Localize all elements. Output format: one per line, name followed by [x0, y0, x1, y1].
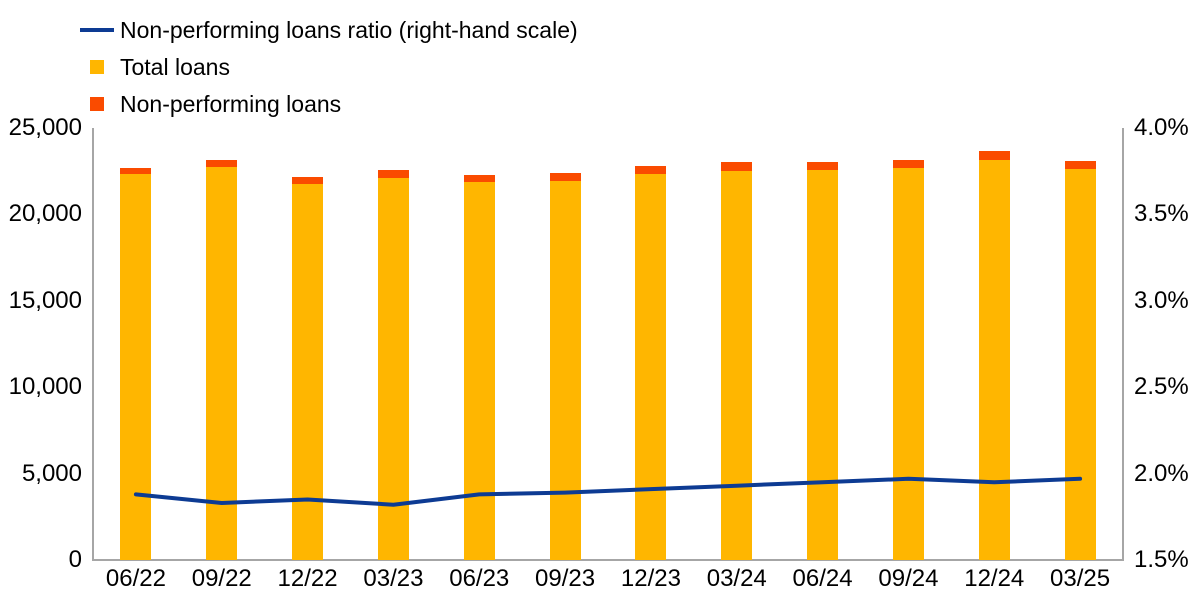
x-axis-line — [92, 559, 1124, 561]
bar-non-performing-loans — [292, 176, 324, 184]
legend-label-total-loans: Total loans — [120, 53, 230, 80]
bar-non-performing-loans — [377, 170, 409, 178]
x-axis-tick-label: 03/24 — [706, 565, 767, 592]
y-axis-line-right — [1122, 128, 1124, 561]
y-axis-right-tick-label: 2.0% — [1134, 459, 1189, 487]
line-swatch-icon — [80, 27, 114, 32]
bar-non-performing-loans — [1064, 161, 1096, 169]
y-axis-left-tick-label: 5,000 — [21, 459, 82, 487]
legend-label-non-performing-loans: Non-performing loans — [120, 90, 342, 117]
bar-non-performing-loans — [807, 162, 839, 170]
x-axis-tick-label: 09/22 — [191, 565, 252, 592]
square-swatch-icon — [80, 96, 114, 111]
y-axis-right-tick-label: 3.0% — [1134, 286, 1189, 314]
y-axis-right-tick-label: 3.5% — [1134, 200, 1189, 228]
bar-total-loans — [463, 182, 495, 560]
x-axis-tick-label: 03/25 — [1050, 565, 1111, 592]
y-axis-right-tick-label: 1.5% — [1134, 546, 1189, 573]
legend-label-npl-ratio: Non-performing loans ratio (right-hand s… — [120, 16, 578, 43]
y-axis-left-tick-label: 15,000 — [8, 286, 82, 314]
bar-total-loans — [807, 169, 839, 560]
y-axis-left-tick-label: 20,000 — [8, 200, 82, 228]
x-axis-tick-label: 12/23 — [620, 565, 681, 592]
x-axis-tick-label: 12/24 — [964, 565, 1025, 592]
x-axis-tick-label: 06/23 — [449, 565, 510, 592]
y-axis-left-tick-label: 10,000 — [8, 373, 82, 401]
y-axis-line-left — [92, 128, 94, 561]
bar-total-loans — [292, 183, 324, 560]
x-axis-tick-label: 09/23 — [535, 565, 596, 592]
bar-total-loans — [978, 159, 1010, 560]
y-axis-left-tick-label: 25,000 — [8, 114, 82, 141]
y-axis-right-tick-label: 4.0% — [1134, 114, 1189, 141]
y-axis-right-tick-label: 2.5% — [1134, 373, 1189, 401]
bar-non-performing-loans — [463, 175, 495, 183]
y-axis-left-tick-label: 0 — [68, 546, 82, 573]
bar-total-loans — [892, 168, 924, 560]
bar-total-loans — [206, 167, 238, 560]
x-axis-tick-label: 03/23 — [363, 565, 424, 592]
x-axis-tick-label: 06/24 — [792, 565, 853, 592]
bar-non-performing-loans — [206, 159, 238, 168]
legend-item-total-loans: Total loans — [80, 48, 578, 85]
bar-non-performing-loans — [892, 159, 924, 169]
bar-non-performing-loans — [721, 161, 753, 171]
legend: Non-performing loans ratio (right-hand s… — [80, 11, 578, 122]
x-axis-tick-label: 06/22 — [105, 565, 166, 592]
x-axis-tick-label: 12/22 — [277, 565, 338, 592]
bar-non-performing-loans — [978, 150, 1010, 160]
x-axis-tick-label: 09/24 — [878, 565, 939, 592]
square-swatch-icon — [80, 59, 114, 74]
bar-non-performing-loans — [549, 172, 581, 181]
bar-total-loans — [377, 177, 409, 560]
bar-non-performing-loans — [635, 166, 667, 175]
bar-total-loans — [635, 174, 667, 560]
legend-item-npl-ratio: Non-performing loans ratio (right-hand s… — [80, 11, 578, 48]
legend-item-non-performing-loans: Non-performing loans — [80, 85, 578, 122]
bar-total-loans — [721, 170, 753, 560]
bar-total-loans — [549, 180, 581, 560]
bar-non-performing-loans — [120, 167, 152, 175]
bar-total-loans — [1064, 168, 1096, 560]
bar-total-loans — [120, 174, 152, 560]
